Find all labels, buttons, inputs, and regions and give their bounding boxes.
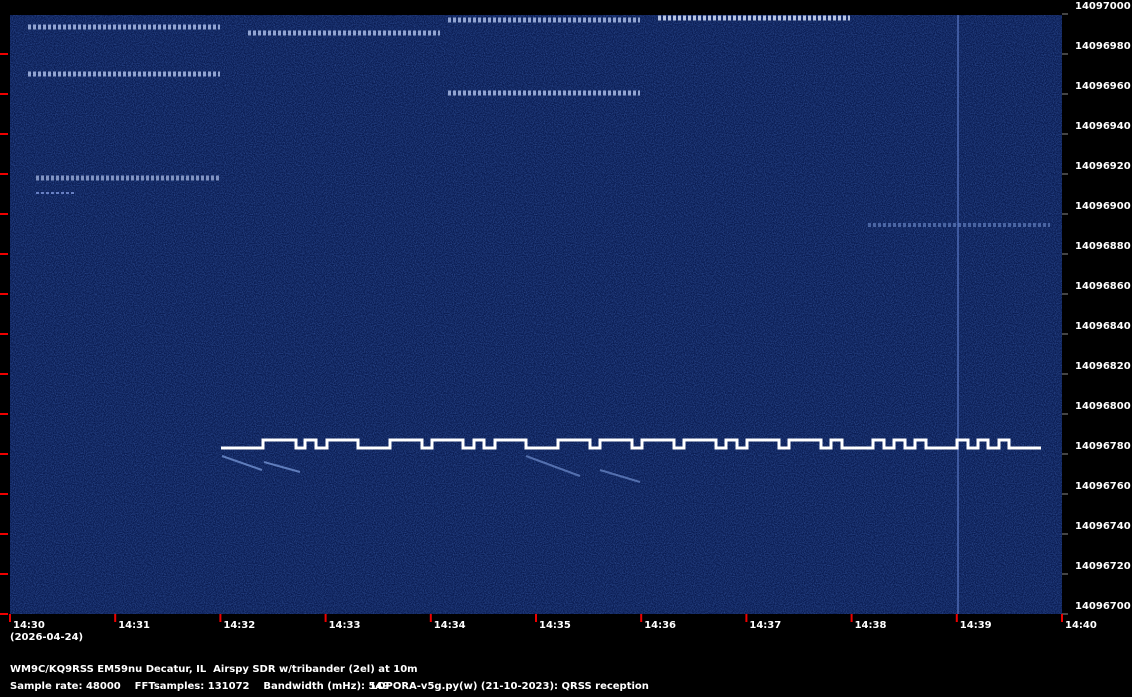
y-tick-label: 14096820 [1075,361,1131,372]
y-tick-label: 14096720 [1075,561,1131,572]
y-tick-label: 14096800 [1075,401,1131,412]
x-tick-label: 14:31 [118,620,150,631]
waterfall-noise [10,15,1062,614]
y-tick-label: 14096940 [1075,121,1131,132]
x-tick-label: 14:38 [855,620,887,631]
x-tick-label: 14:40 [1065,620,1097,631]
date-label: (2026-04-24) [10,632,83,643]
y-tick-label: 14096920 [1075,161,1131,172]
y-tick-label: 14096880 [1075,241,1131,252]
x-axis: 14:30 14:31 14:32 14:33 14:34 14:35 14:36 14:37… [9,614,1097,631]
x-tick-label: 14:30 [13,620,45,631]
y-tick-label: 14096900 [1075,201,1131,212]
fsk-trace [221,438,1041,450]
y-tick-label: 14096760 [1075,481,1131,492]
x-tick-label: 14:33 [329,620,361,631]
x-tick-label: 14:32 [223,620,255,631]
x-tick-label: 14:37 [749,620,781,631]
x-tick-label: 14:39 [960,620,992,631]
y-tick-label: 14096740 [1075,521,1131,532]
settings-info: Sample rate: 48000 FFTsamples: 131072 Ba… [10,681,389,692]
signal-traces [28,15,1050,614]
y-tick-label: 14096840 [1075,321,1131,332]
y-tick-label: 14096860 [1075,281,1131,292]
y-axis: 14097000 14096980 14096960 14096940 14096920… [0,1,1131,615]
y-tick-label: 14096780 [1075,441,1131,452]
y-tick-label: 14096960 [1075,81,1131,92]
x-tick-label: 14:36 [644,620,676,631]
x-tick-label: 14:34 [434,620,466,631]
x-tick-label: 14:35 [539,620,571,631]
software-info: LOPORA-v5g.py(w) (21-10-2023): QRSS rece… [371,681,649,692]
y-tick-label: 14097000 [1075,1,1131,12]
station-info: WM9C/KQ9RSS EM59nu Decatur, IL Airspy SD… [10,664,418,675]
y-tick-label: 14096700 [1075,601,1131,612]
y-tick-label: 14096980 [1075,41,1131,52]
